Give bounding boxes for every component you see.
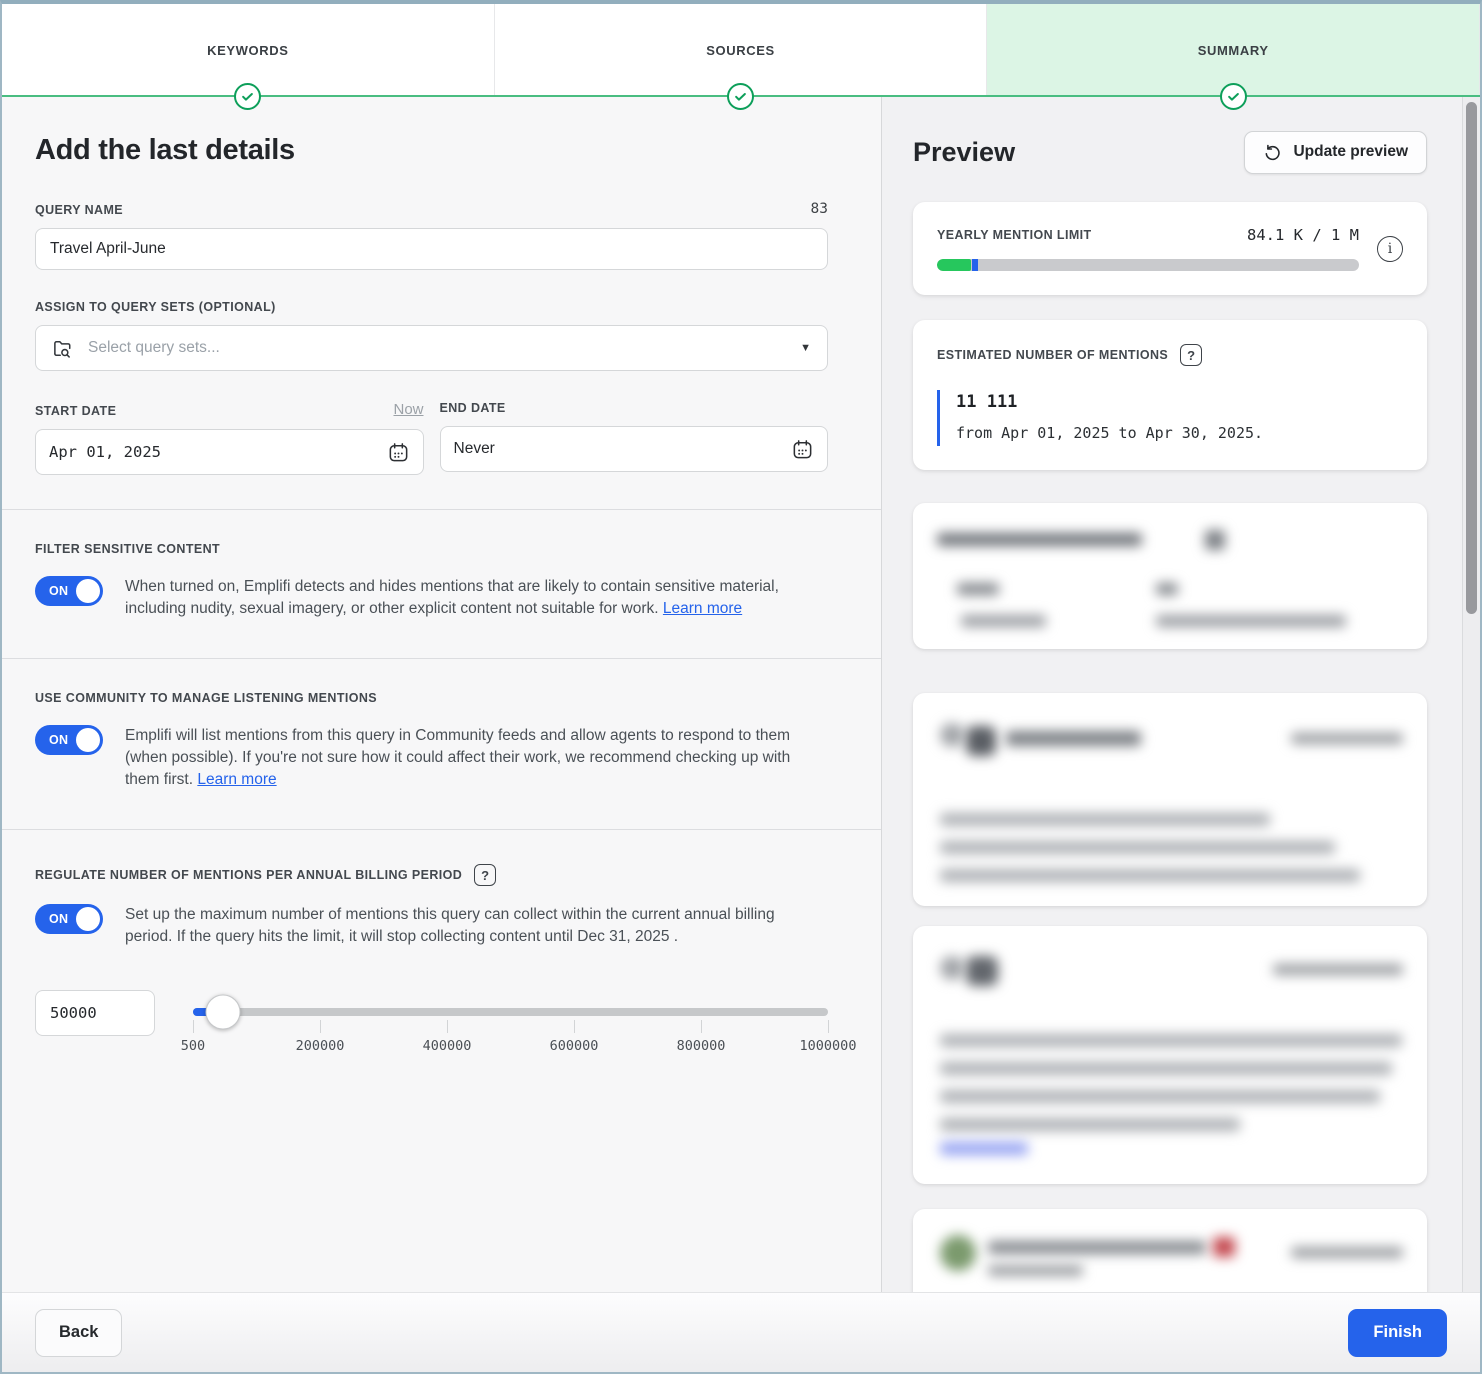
info-icon[interactable]: i [1377, 235, 1403, 262]
query-sets-placeholder: Select query sets... [88, 339, 220, 356]
toggle-knob [76, 579, 100, 603]
mention-limit-input[interactable] [35, 990, 155, 1036]
slider-track[interactable] [193, 1008, 828, 1016]
slider-tick-label: 1000000 [799, 1038, 857, 1054]
tab-keywords-label: KEYWORDS [207, 43, 289, 58]
tab-sources[interactable]: SOURCES [495, 4, 988, 97]
slider-tick [320, 1020, 321, 1033]
regulate-label: REGULATE NUMBER OF MENTIONS PER ANNUAL B… [35, 868, 463, 882]
end-date-value: Never [453, 440, 495, 457]
slider-tick [574, 1020, 575, 1033]
blurred-mention-card [913, 926, 1427, 1184]
start-date-input[interactable]: Apr 01, 2025 [35, 429, 424, 475]
query-sets-select[interactable]: Select query sets... ▼ [35, 325, 828, 371]
dates-row: START DATE Now Apr 01, 2025 [35, 401, 828, 475]
blurred-mention-card [913, 693, 1427, 906]
query-sets-label: ASSIGN TO QUERY SETS (OPTIONAL) [35, 300, 276, 314]
update-preview-label: Update preview [1293, 143, 1408, 160]
community-section: USE COMMUNITY TO MANAGE LISTENING MENTIO… [2, 658, 881, 823]
now-link[interactable]: Now [393, 401, 424, 418]
blurred-stats-card [913, 503, 1427, 649]
filter-sensitive-learn-more-link[interactable]: Learn more [662, 600, 743, 617]
end-date-label: END DATE [439, 401, 506, 415]
filter-sensitive-description: When turned on, Emplifi detects and hide… [125, 578, 779, 617]
start-date-value: Apr 01, 2025 [49, 443, 161, 461]
estimated-mentions-label: ESTIMATED NUMBER OF MENTIONS [937, 348, 1169, 362]
sources-complete-check-icon [727, 83, 754, 110]
yearly-limit-label: YEARLY MENTION LIMIT [937, 228, 1092, 242]
back-button[interactable]: Back [35, 1308, 123, 1357]
query-name-group: QUERY NAME 83 [35, 201, 828, 270]
estimated-mentions-value: 11 111 [956, 392, 1018, 412]
query-sets-group: ASSIGN TO QUERY SETS (OPTIONAL) Select q… [35, 300, 828, 371]
estimated-mentions-period: from Apr 01, 2025 to Apr 30, 2025. [956, 424, 1264, 442]
start-date-group: START DATE Now Apr 01, 2025 [35, 401, 424, 475]
slider-thumb[interactable] [205, 994, 241, 1030]
estimated-mentions-help-icon[interactable]: ? [1180, 344, 1203, 366]
finish-button[interactable]: Finish [1348, 1308, 1447, 1357]
start-date-label: START DATE [35, 404, 117, 418]
slider-tick [447, 1020, 448, 1033]
estimated-mentions-card: ESTIMATED NUMBER OF MENTIONS ? 11 111 fr… [913, 320, 1427, 470]
yearly-limit-value: 84.1 K / 1 M [1247, 226, 1359, 244]
slider-tick [828, 1020, 829, 1033]
community-label: USE COMMUNITY TO MANAGE LISTENING MENTIO… [35, 691, 378, 705]
regulate-toggle[interactable]: ON [35, 904, 103, 934]
mention-limit-slider[interactable]: 500 200000 400000 600000 800000 1000000 [181, 994, 856, 1064]
community-learn-more-link[interactable]: Learn more [197, 771, 277, 788]
folder-search-icon [54, 340, 71, 358]
scrollbar-thumb[interactable] [1466, 102, 1477, 614]
slider-tick-label: 500 [180, 1038, 206, 1054]
page-scrollbar[interactable] [1462, 97, 1480, 1292]
filter-sensitive-toggle[interactable]: ON [35, 576, 103, 606]
preview-title: Preview [913, 136, 1016, 167]
details-form-panel: Add the last details QUERY NAME 83 ASSIG… [2, 97, 882, 1292]
toggle-on-text: ON [49, 912, 69, 926]
summary-complete-check-icon [1219, 83, 1247, 110]
end-date-input[interactable]: Never [439, 426, 828, 472]
community-description: Emplifi will list mentions from this que… [125, 727, 791, 788]
filter-sensitive-label: FILTER SENSITIVE CONTENT [35, 542, 221, 556]
progress-used-segment [937, 259, 971, 271]
calendar-icon [793, 439, 812, 458]
regulate-help-icon[interactable]: ? [474, 864, 497, 886]
chevron-down-icon: ▼ [800, 342, 811, 354]
community-toggle[interactable]: ON [35, 725, 103, 755]
toggle-knob [76, 728, 100, 752]
preview-panel: Preview Update preview YEARLY MENTION LI… [882, 97, 1462, 1292]
slider-tick-label: 800000 [676, 1038, 726, 1054]
query-name-char-counter: 83 [810, 201, 828, 217]
regulate-section: REGULATE NUMBER OF MENTIONS PER ANNUAL B… [2, 829, 881, 1096]
slider-tick [701, 1020, 702, 1033]
query-name-label: QUERY NAME [35, 203, 124, 217]
update-preview-button[interactable]: Update preview [1244, 130, 1427, 174]
query-name-input[interactable] [35, 228, 828, 270]
yearly-limit-progress-bar [937, 259, 1359, 271]
regulate-description: Set up the maximum number of mentions th… [125, 906, 775, 945]
slider-tick-label: 400000 [422, 1038, 472, 1054]
slider-tick [193, 1020, 194, 1033]
tab-summary-label: SUMMARY [1197, 43, 1269, 58]
tab-keywords[interactable]: KEYWORDS [2, 4, 495, 97]
toggle-knob [76, 907, 100, 931]
page-title: Add the last details [35, 134, 295, 166]
tab-sources-label: SOURCES [706, 43, 775, 58]
slider-tick-label: 600000 [549, 1038, 599, 1054]
progress-projected-segment [971, 259, 978, 271]
filter-sensitive-section: FILTER SENSITIVE CONTENT ON When turned … [2, 509, 881, 652]
keywords-complete-check-icon [234, 83, 262, 110]
wizard-footer: Back Finish [2, 1292, 1480, 1372]
wizard-step-tabs: KEYWORDS SOURCES SUMMARY [2, 4, 1480, 110]
refresh-icon [1265, 144, 1281, 160]
blurred-mention-card [913, 1209, 1427, 1292]
tab-summary[interactable]: SUMMARY [987, 4, 1480, 97]
yearly-limit-card: YEARLY MENTION LIMIT 84.1 K / 1 M i [913, 202, 1427, 295]
end-date-group: END DATE Never [439, 401, 828, 475]
slider-tick-label: 200000 [295, 1038, 345, 1054]
calendar-icon [389, 442, 407, 461]
toggle-on-text: ON [49, 584, 69, 598]
toggle-on-text: ON [49, 733, 69, 747]
